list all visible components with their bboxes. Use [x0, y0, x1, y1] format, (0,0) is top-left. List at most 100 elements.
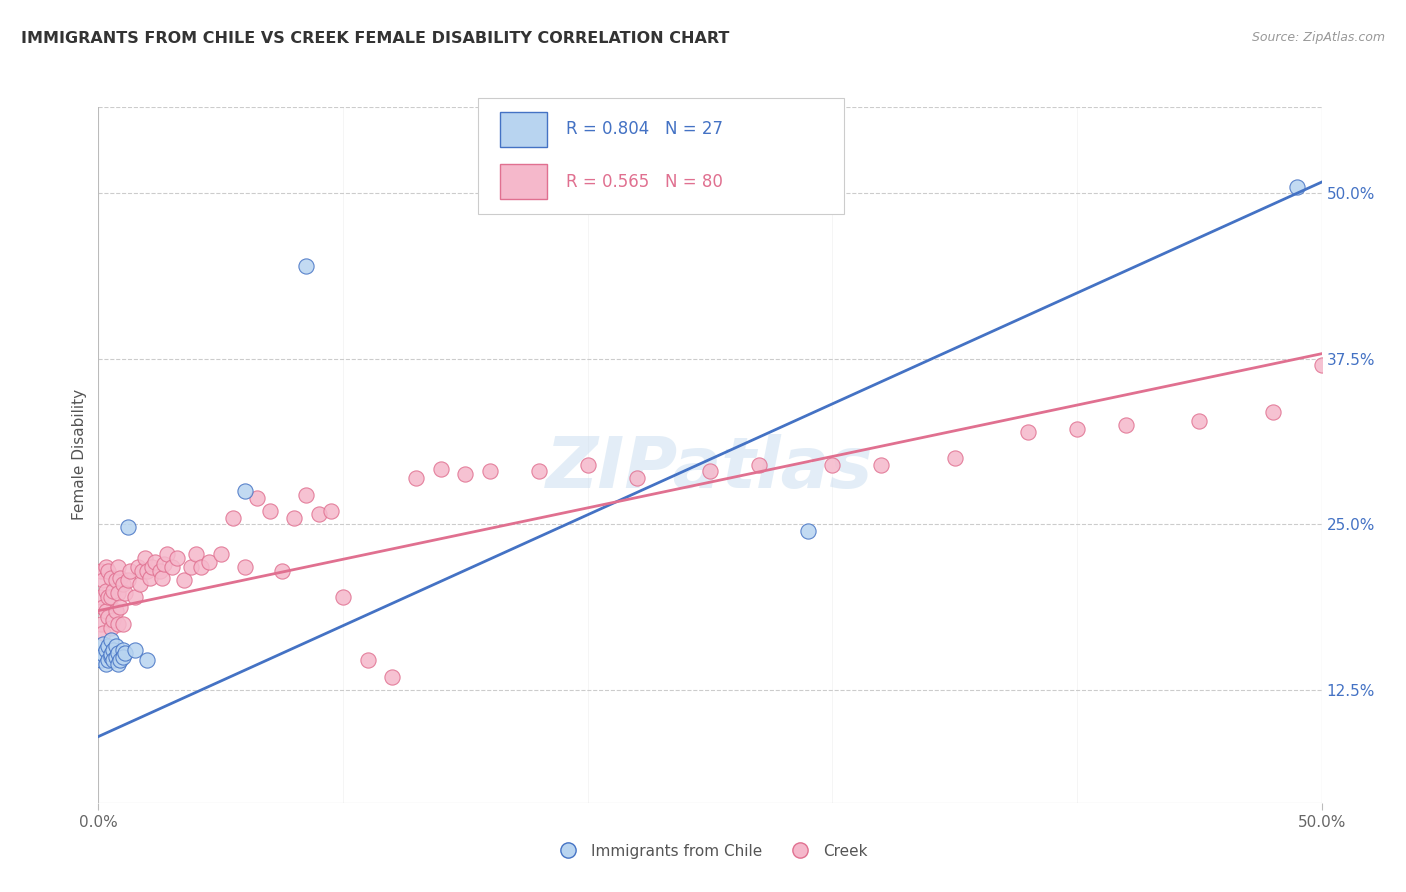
Point — [527, 465, 550, 479]
Point — [129, 577, 152, 591]
Point — [381, 670, 404, 684]
Point — [124, 591, 146, 605]
Y-axis label: Female Disability: Female Disability — [72, 389, 87, 521]
Point — [90, 653, 112, 667]
Point — [233, 484, 256, 499]
Point — [124, 643, 146, 657]
Point — [107, 586, 129, 600]
Point — [97, 591, 120, 605]
Point — [101, 613, 124, 627]
Point — [94, 560, 117, 574]
Point — [91, 599, 114, 614]
Point — [1066, 422, 1088, 436]
Point — [259, 504, 281, 518]
Point — [626, 471, 648, 485]
Point — [90, 616, 112, 631]
Point — [699, 465, 721, 479]
Point — [136, 564, 159, 578]
Point — [209, 547, 232, 561]
Point — [97, 564, 120, 578]
Point — [270, 564, 294, 578]
Point — [190, 560, 212, 574]
Point — [1261, 405, 1284, 419]
Point — [114, 586, 136, 600]
Point — [100, 591, 122, 605]
Point — [111, 616, 134, 631]
Text: IMMIGRANTS FROM CHILE VS CREEK FEMALE DISABILITY CORRELATION CHART: IMMIGRANTS FROM CHILE VS CREEK FEMALE DI… — [21, 31, 730, 46]
Point — [156, 547, 179, 561]
Point — [97, 610, 120, 624]
Point — [222, 511, 245, 525]
Point — [94, 604, 117, 618]
Point — [319, 504, 342, 518]
Point — [131, 564, 153, 578]
Point — [153, 558, 176, 572]
Point — [186, 547, 208, 561]
Point — [111, 643, 134, 657]
Legend: Immigrants from Chile, Creek: Immigrants from Chile, Creek — [547, 838, 873, 864]
Point — [100, 570, 122, 584]
Point — [110, 570, 132, 584]
Point — [94, 583, 117, 598]
Point — [100, 632, 122, 647]
Point — [111, 577, 134, 591]
Point — [101, 583, 124, 598]
Point — [283, 511, 305, 525]
Point — [104, 573, 127, 587]
Point — [149, 564, 172, 578]
Point — [110, 653, 132, 667]
Point — [166, 550, 188, 565]
Point — [141, 560, 163, 574]
Point — [173, 573, 195, 587]
Point — [748, 458, 770, 472]
Point — [117, 520, 139, 534]
Text: Source: ZipAtlas.com: Source: ZipAtlas.com — [1251, 31, 1385, 45]
Point — [150, 570, 173, 584]
Point — [295, 488, 318, 502]
Point — [107, 657, 129, 671]
Point — [100, 648, 122, 662]
FancyBboxPatch shape — [478, 98, 844, 214]
Point — [117, 573, 139, 587]
Point — [143, 555, 166, 569]
Point — [1188, 414, 1211, 428]
Point — [136, 653, 159, 667]
Point — [91, 648, 114, 662]
Point — [308, 507, 330, 521]
Point — [332, 591, 354, 605]
Point — [139, 570, 162, 584]
Point — [797, 524, 820, 538]
Point — [107, 560, 129, 574]
Point — [91, 637, 114, 651]
Point — [430, 462, 453, 476]
Text: R = 0.565   N = 80: R = 0.565 N = 80 — [565, 173, 723, 191]
Text: ZIPatlas: ZIPatlas — [547, 434, 873, 503]
Point — [111, 650, 134, 665]
Point — [246, 491, 269, 505]
Point — [107, 646, 129, 660]
Point — [100, 621, 122, 635]
Point — [114, 646, 136, 660]
Point — [91, 573, 114, 587]
FancyBboxPatch shape — [501, 164, 547, 199]
Point — [1115, 418, 1137, 433]
Point — [1286, 179, 1309, 194]
Point — [127, 560, 149, 574]
Point — [104, 650, 127, 665]
Point — [91, 626, 114, 640]
Point — [97, 640, 120, 654]
Point — [405, 471, 427, 485]
Point — [576, 458, 599, 472]
Point — [295, 259, 318, 273]
Point — [478, 465, 501, 479]
Point — [104, 640, 127, 654]
Point — [90, 564, 112, 578]
Point — [943, 451, 966, 466]
Point — [107, 616, 129, 631]
Point — [110, 599, 132, 614]
Point — [180, 560, 202, 574]
Point — [97, 653, 120, 667]
Text: R = 0.804   N = 27: R = 0.804 N = 27 — [565, 120, 723, 138]
Point — [134, 550, 156, 565]
Point — [821, 458, 844, 472]
